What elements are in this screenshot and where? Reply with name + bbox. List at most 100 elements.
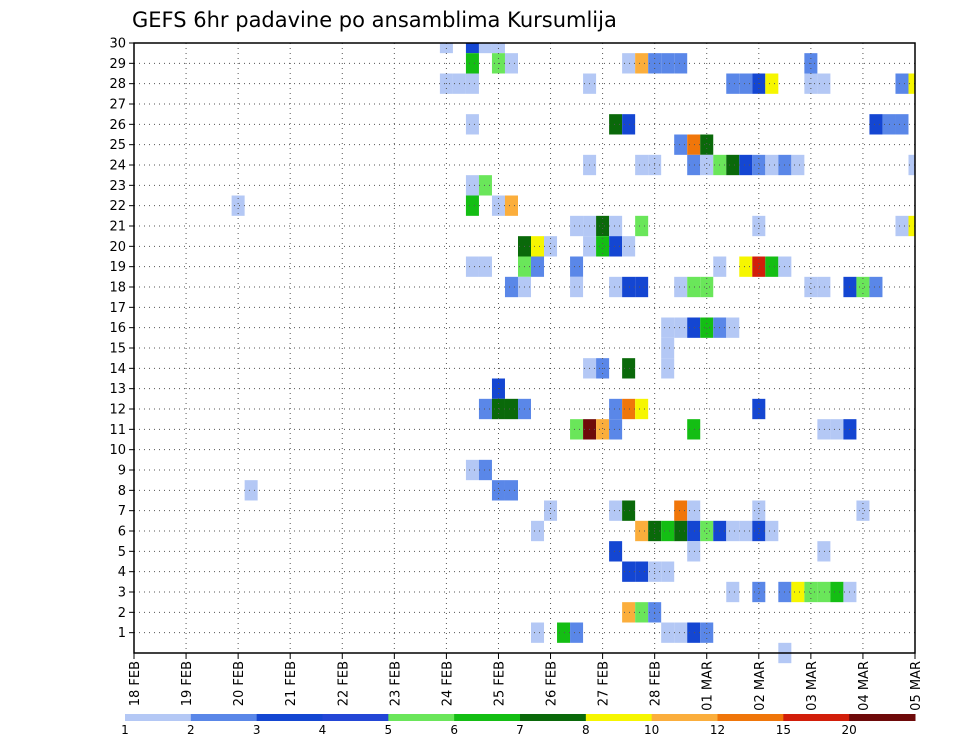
heatmap-cell <box>622 398 636 420</box>
y-tick-label: 14 <box>109 362 126 377</box>
heatmap-cell <box>752 256 766 277</box>
heatmap-cell <box>531 236 545 257</box>
heatmap-cell <box>869 114 883 135</box>
heatmap-cell <box>661 520 675 542</box>
x-tick-label: 04 MAR <box>857 661 872 711</box>
heatmap-cell <box>465 73 479 94</box>
heatmap-cell <box>739 256 753 277</box>
heatmap-cell <box>726 73 740 94</box>
y-tick-label: 11 <box>109 423 126 438</box>
heatmap-cell <box>622 358 636 379</box>
heatmap-cell <box>700 154 714 176</box>
heatmap-cell <box>700 317 714 338</box>
heatmap-cell <box>726 581 740 603</box>
y-tick-label: 29 <box>109 57 126 72</box>
colorbar-label: 7 <box>516 723 524 737</box>
heatmap-cell <box>635 398 649 420</box>
heatmap-cell <box>817 541 831 562</box>
x-tick-label: 26 FEB <box>545 661 560 706</box>
heatmap-cell <box>544 500 558 521</box>
heatmap-cell <box>895 114 909 135</box>
heatmap-cell <box>622 53 636 74</box>
heatmap-cell <box>622 114 636 135</box>
y-tick-label: 10 <box>109 443 126 458</box>
heatmap-cell <box>622 236 636 257</box>
heatmap-cell <box>674 134 688 155</box>
heatmap-cell <box>465 53 479 74</box>
heatmap-cell <box>504 276 518 298</box>
chart-title: GEFS 6hr padavine po ansamblima Kursumli… <box>132 8 617 32</box>
heatmap-cell <box>478 175 492 196</box>
heatmap-cell <box>791 581 805 603</box>
heatmap-cell <box>491 195 505 216</box>
heatmap-cell <box>531 256 545 277</box>
heatmap-cell <box>687 276 701 298</box>
heatmap-cell <box>596 236 610 257</box>
heatmap-cell <box>609 114 623 135</box>
heatmap-cell <box>739 73 753 94</box>
x-tick-label: 02 MAR <box>753 661 768 711</box>
heatmap-cell <box>726 520 740 542</box>
colorbar-label: 5 <box>385 723 393 737</box>
heatmap-cell <box>609 541 623 562</box>
x-tick-label: 23 FEB <box>388 661 403 706</box>
heatmap-cell <box>635 276 649 298</box>
y-tick-label: 1 <box>118 626 126 641</box>
heatmap-cell <box>856 276 870 298</box>
y-tick-label: 30 <box>109 37 126 52</box>
heatmap-cell <box>765 154 779 176</box>
heatmap-cell <box>231 195 245 216</box>
heatmap-cell <box>596 215 610 237</box>
colorbar-swatch <box>388 714 455 721</box>
heatmap-cell <box>465 114 479 135</box>
grid-layer <box>134 42 915 653</box>
heatmap-cell <box>570 215 584 237</box>
y-tick-label: 28 <box>109 77 126 92</box>
heatmap-cell <box>531 520 545 542</box>
colorbar-label: 20 <box>842 723 857 737</box>
x-tick-label: 19 FEB <box>180 661 195 706</box>
y-tick-label: 20 <box>109 240 126 255</box>
heatmap-cell <box>752 520 766 542</box>
colorbar-label: 12 <box>710 723 725 737</box>
heatmap-cell <box>661 317 675 338</box>
y-tick-label: 15 <box>109 342 126 357</box>
heatmap-cell <box>687 541 701 562</box>
heatmap-cell <box>478 459 492 481</box>
heatmap-cell <box>674 53 688 74</box>
colorbar-swatch <box>651 714 718 721</box>
heatmap-cell <box>478 43 492 54</box>
heatmap-cell <box>856 500 870 521</box>
colorbar-label: 10 <box>644 723 659 737</box>
heatmap-cell <box>596 419 610 440</box>
heatmap-cell <box>491 480 505 501</box>
x-tick-label: 27 FEB <box>597 661 612 706</box>
x-tick-label: 21 FEB <box>284 661 299 706</box>
heatmap-cell <box>504 480 518 501</box>
heatmap-cell <box>622 561 636 582</box>
y-tick-label: 25 <box>109 138 126 153</box>
heatmap-cell <box>570 622 584 643</box>
heatmap-cell <box>700 134 714 155</box>
heatmap-cell <box>609 236 623 257</box>
colorbar-label: 8 <box>582 723 590 737</box>
heatmap-cell <box>765 256 779 277</box>
heatmap-cell <box>895 215 909 237</box>
heatmap-cell <box>609 215 623 237</box>
heatmap-cell <box>465 43 479 54</box>
heatmap-cell <box>622 500 636 521</box>
colorbar-swatch <box>125 714 192 721</box>
heatmap-cell <box>570 276 584 298</box>
y-tick-label: 5 <box>118 545 126 560</box>
heatmap-cell <box>674 317 688 338</box>
heatmap-cell <box>674 500 688 521</box>
heatmap-cell <box>557 622 571 643</box>
colorbar-swatch <box>585 714 653 721</box>
y-tick-label: 22 <box>109 199 126 214</box>
heatmap-cell <box>635 561 649 582</box>
colorbar-label: 4 <box>319 723 327 737</box>
heatmap-cell <box>687 154 701 176</box>
heatmap-cell <box>882 114 896 135</box>
heatmap-cell <box>504 195 518 216</box>
heatmap-cell <box>739 154 753 176</box>
